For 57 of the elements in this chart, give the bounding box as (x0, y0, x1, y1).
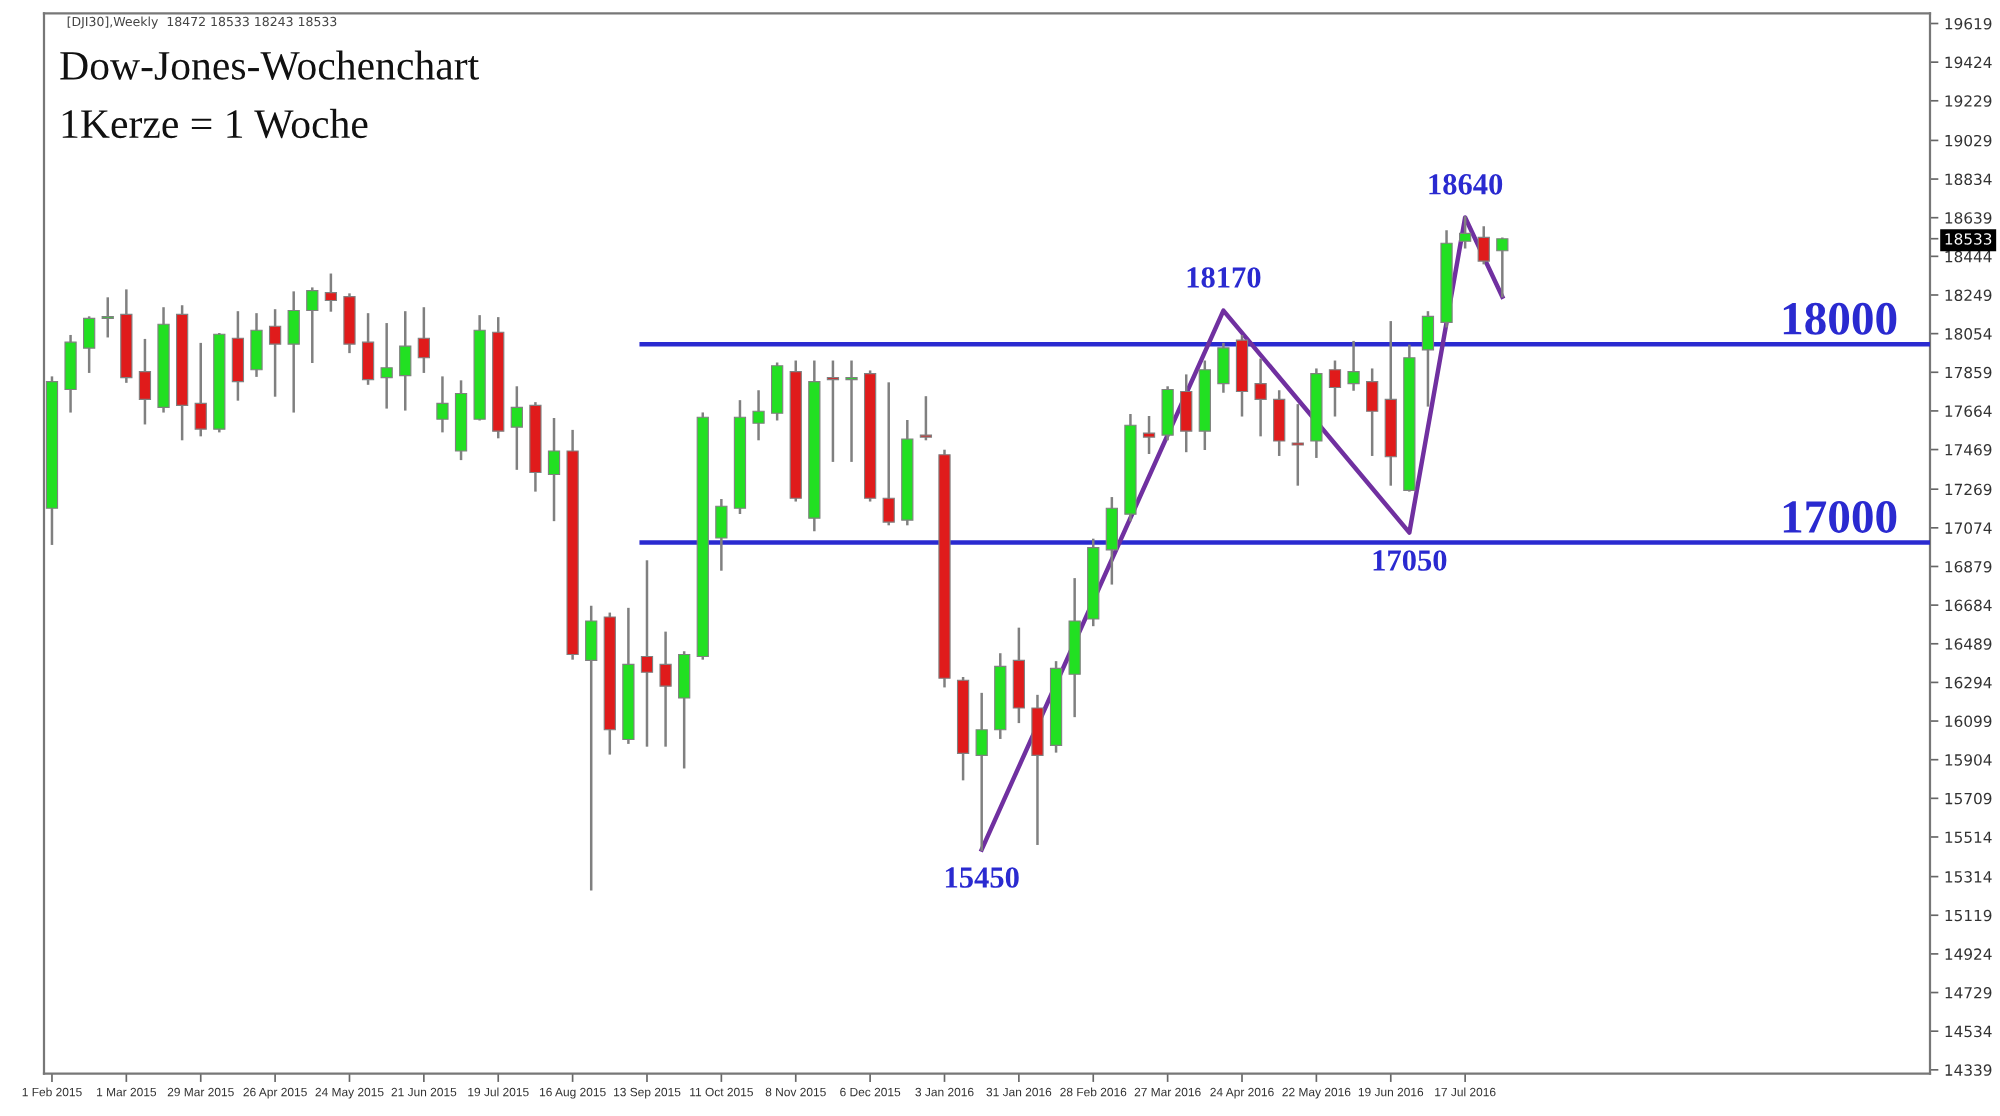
candlestick (1142, 416, 1156, 454)
annotation: 15450 (945, 867, 1019, 888)
candlestick (417, 307, 430, 373)
candlestick (845, 360, 858, 462)
candlestick (287, 291, 300, 413)
series-label: 18000 (1783, 302, 1897, 335)
candlestick (975, 692, 988, 851)
candlestick (826, 360, 840, 462)
candlestick (1477, 226, 1490, 265)
candlestick (436, 376, 449, 433)
candlestick (659, 631, 672, 747)
candlestick (919, 396, 933, 441)
candlestick (771, 362, 784, 421)
candlestick (1180, 374, 1193, 453)
candlestick (1105, 497, 1118, 585)
annotation: 18640 (1429, 174, 1503, 195)
candlestick (231, 311, 245, 401)
candlestick (64, 334, 77, 413)
candlestick (324, 273, 338, 312)
candlestick (138, 338, 152, 425)
candlestick (380, 323, 393, 409)
candlestick (1217, 342, 1230, 393)
candlestick (361, 313, 375, 385)
text: 1Kerze = 1 Woche (62, 108, 368, 139)
candlestick (1291, 404, 1304, 486)
candlestick (585, 605, 598, 891)
candlestick (715, 499, 728, 571)
text: Dow-Jones-Wochenchart (60, 50, 479, 81)
candlestick (194, 342, 207, 437)
candlestick (1459, 216, 1472, 249)
annotation: 17050 (1373, 550, 1447, 571)
candlestick (752, 390, 765, 441)
candlestick (678, 651, 691, 769)
candlestick (268, 309, 282, 397)
annotation: 18170 (1187, 267, 1261, 288)
candlestick (1031, 694, 1044, 845)
series-label: 17000 (1783, 501, 1897, 533)
candlestick (510, 386, 523, 470)
candlestick (640, 560, 654, 747)
candlestick (547, 417, 561, 522)
candlestick (882, 382, 895, 526)
candlestick (1254, 358, 1267, 437)
candlestick (1421, 311, 1435, 407)
candlestick (250, 313, 263, 377)
candlestick (1012, 627, 1026, 724)
candlestick (101, 297, 114, 338)
candlestick (1161, 386, 1174, 441)
candlestick (1273, 390, 1286, 456)
candlestick (1347, 340, 1360, 391)
candlestick (1328, 360, 1342, 417)
line-series (979, 215, 1505, 852)
candlestick (343, 293, 356, 354)
candlestick (1366, 368, 1379, 456)
candlestick (1496, 237, 1509, 298)
candlestick (399, 311, 412, 411)
candlestick (83, 316, 96, 373)
candlestick (306, 287, 319, 364)
